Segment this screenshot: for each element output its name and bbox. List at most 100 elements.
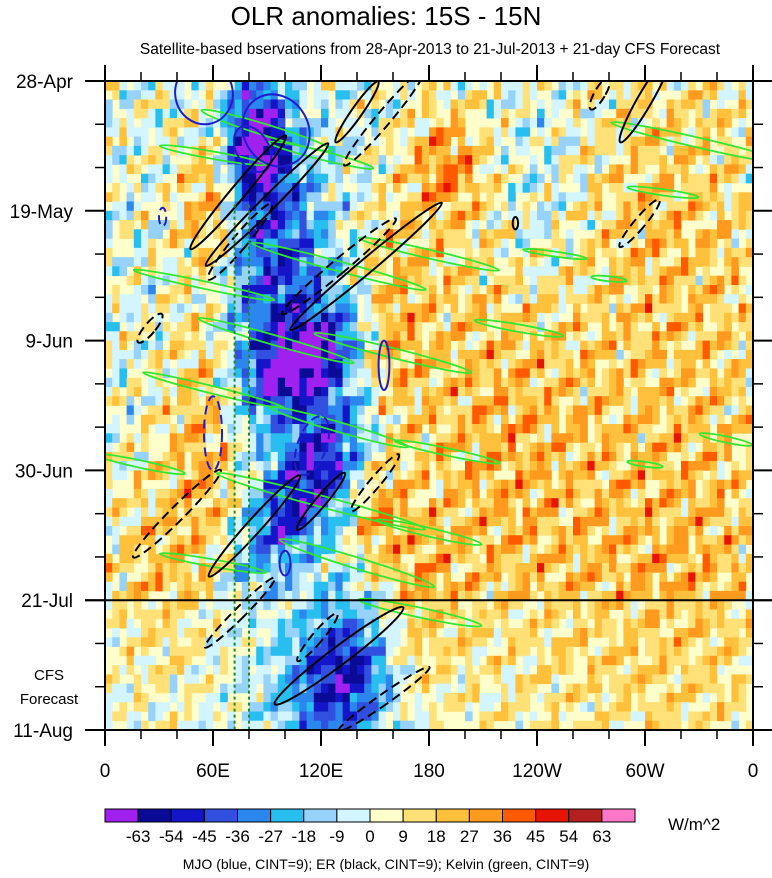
heatmap-cell [169, 498, 178, 508]
heatmap-cell [479, 155, 487, 165]
heatmap-cell [162, 665, 171, 675]
heatmap-cell [472, 581, 480, 592]
heatmap-cell [673, 581, 682, 592]
heatmap-cell [544, 303, 552, 314]
heatmap-cell [609, 498, 617, 508]
heatmap-cell [349, 424, 358, 434]
heatmap-cell [450, 665, 459, 675]
heatmap-cell [594, 414, 603, 425]
heatmap-cell [205, 702, 214, 712]
heatmap-cell [227, 368, 235, 379]
heatmap-cell [400, 461, 408, 471]
heatmap-cell [508, 340, 516, 351]
heatmap-cell [155, 461, 163, 471]
heatmap-cell [177, 655, 185, 666]
heatmap-cell [666, 377, 675, 388]
heatmap-cell [126, 220, 135, 230]
heatmap-cell [220, 581, 228, 592]
heatmap-cell [371, 507, 379, 518]
heatmap-cell [609, 331, 617, 341]
heatmap-cell [652, 433, 660, 443]
heatmap-cell [443, 507, 451, 518]
heatmap-cell [342, 136, 351, 147]
heatmap-cell [522, 312, 531, 323]
heatmap-cell [162, 201, 171, 212]
heatmap-cell [580, 368, 588, 379]
heatmap-cell [436, 229, 444, 239]
heatmap-cell [580, 340, 588, 351]
heatmap-cell [191, 90, 199, 100]
heatmap-cell [213, 581, 221, 592]
heatmap-cell [342, 600, 351, 610]
heatmap-cell [112, 145, 120, 156]
heatmap-cell [601, 322, 610, 332]
heatmap-cell [119, 127, 127, 138]
heatmap-cell [162, 118, 171, 128]
heatmap-cell [119, 377, 127, 388]
heatmap-cell [681, 312, 689, 323]
heatmap-cell [681, 136, 689, 147]
heatmap-cell [673, 220, 682, 230]
heatmap-cell [227, 702, 235, 712]
heatmap-cell [681, 665, 689, 675]
heatmap-cell [479, 628, 487, 638]
heatmap-cell [472, 553, 480, 564]
heatmap-cell [220, 461, 228, 471]
heatmap-cell [688, 683, 696, 694]
heatmap-cell [479, 396, 487, 406]
heatmap-cell [270, 683, 279, 694]
heatmap-cell [666, 526, 675, 536]
heatmap-cell [702, 238, 711, 249]
heatmap-cell [436, 637, 444, 647]
heatmap-cell [594, 127, 603, 138]
heatmap-cell [378, 90, 387, 100]
heatmap-cell [371, 433, 379, 443]
heatmap-cell [112, 507, 120, 518]
heatmap-cell [738, 275, 747, 286]
heatmap-cell [321, 229, 329, 239]
heatmap-cell [148, 164, 156, 175]
heatmap-cell [335, 387, 343, 397]
heatmap-cell [508, 99, 516, 110]
heatmap-cell [169, 646, 178, 657]
heatmap-cell [105, 470, 113, 481]
heatmap-cell [241, 674, 250, 685]
heatmap-cell [385, 544, 394, 555]
heatmap-cell [616, 81, 624, 91]
heatmap-cell [623, 229, 631, 239]
heatmap-cell [371, 683, 379, 694]
heatmap-cell [148, 396, 156, 406]
heatmap-cell [493, 108, 502, 119]
heatmap-cell [133, 488, 142, 499]
heatmap-cell [515, 368, 523, 379]
heatmap-cell [407, 637, 415, 647]
heatmap-cell [313, 257, 322, 267]
heatmap-cell [565, 618, 574, 629]
heatmap-cell [227, 294, 235, 304]
heatmap-cell [220, 683, 228, 694]
heatmap-cell [256, 535, 264, 545]
heatmap-cell [681, 674, 689, 685]
heatmap-cell [393, 340, 401, 351]
heatmap-cell [565, 81, 574, 91]
heatmap-cell [141, 127, 149, 138]
heatmap-cell [169, 340, 178, 351]
heatmap-cell [126, 303, 135, 314]
heatmap-cell [594, 201, 603, 212]
heatmap-cell [385, 127, 394, 138]
heatmap-cell [299, 164, 307, 175]
heatmap-cell [105, 155, 113, 165]
chart-subtitle: Satellite-based bservations from 28-Apr-… [139, 41, 721, 58]
heatmap-cell [119, 201, 127, 212]
heatmap-cell [731, 609, 739, 620]
heatmap-cell [501, 702, 509, 712]
heatmap-cell [709, 303, 718, 314]
heatmap-cell [277, 377, 286, 388]
heatmap-cell [141, 285, 149, 295]
heatmap-cell [162, 628, 171, 638]
heatmap-cell [450, 405, 459, 416]
heatmap-cell [666, 442, 675, 453]
heatmap-cell [594, 600, 603, 610]
heatmap-cell [623, 136, 631, 147]
heatmap-cell [400, 655, 408, 666]
